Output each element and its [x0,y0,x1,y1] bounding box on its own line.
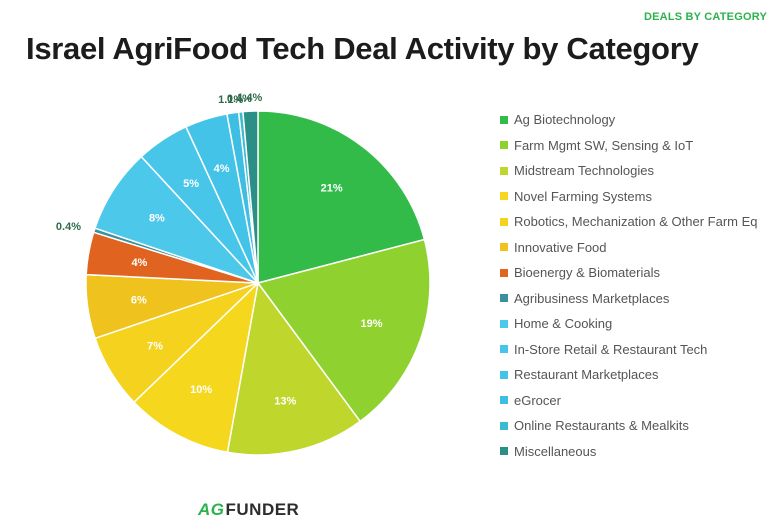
legend-swatch [500,294,508,303]
legend-label: Home & Cooking [514,316,613,332]
legend-label: Online Restaurants & Mealkits [514,418,689,434]
slice-label-robotics-mechanization-other-farm-eq: 7% [147,341,163,353]
pie-slice-midstream-technologies [226,281,362,456]
legend-item: eGrocer [500,388,758,414]
legend-swatch [500,192,508,201]
legend-item: In-Store Retail & Restaurant Tech [500,337,758,363]
slice-label-home-cooking: 8% [149,213,165,225]
slice-label-miscellaneous: 1.4% [237,92,262,104]
legend-label: Miscellaneous [514,443,597,459]
legend-swatch [500,421,508,430]
slice-label-midstream-technologies: 13% [274,395,296,407]
slice-label-ag-biotechnology: 21% [321,183,343,195]
chart-title: Israel AgriFood Tech Deal Activity by Ca… [26,31,699,66]
slice-label-restaurant-marketplaces: 4% [214,163,230,175]
section-badge: DEALS BY CATEGORY [644,11,767,23]
legend-swatch [500,447,508,456]
legend-item: Restaurant Marketplaces [500,362,758,388]
legend-swatch [500,243,508,252]
legend-label: Agribusiness Marketplaces [514,290,670,306]
pie-slice-farm-mgmt-sw-sensing-iot [256,238,431,423]
pie-slice-miscellaneous [242,110,259,284]
legend-swatch [500,217,508,226]
agfunder-logo-mark: AG [198,500,225,519]
slice-label-novel-farming-systems: 10% [190,384,212,396]
legend-swatch [500,370,508,379]
chart-legend: Ag Biotechnology Farm Mgmt SW, Sensing &… [500,107,758,464]
legend-item: Home & Cooking [500,311,758,337]
legend-label: Novel Farming Systems [514,188,652,204]
legend-swatch [500,115,508,124]
legend-item: Online Restaurants & Mealkits [500,413,758,439]
slice-label-bioenergy-biomaterials: 4% [131,257,147,269]
legend-item: Agribusiness Marketplaces [500,286,758,312]
legend-swatch [500,345,508,354]
pie-slice-novel-farming-systems [132,280,260,454]
slice-label-online-restaurants-mealkits: 0.4% [227,93,252,105]
legend-swatch [500,396,508,405]
legend-item: Ag Biotechnology [500,107,758,133]
legend-label: Midstream Technologies [514,163,654,179]
legend-label: Restaurant Marketplaces [514,367,659,383]
legend-item: Robotics, Mechanization & Other Farm Eq [500,209,758,235]
agfunder-logo: AGFUNDER [198,500,299,520]
legend-label: Robotics, Mechanization & Other Farm Eq [514,214,758,230]
legend-label: Ag Biotechnology [514,112,616,128]
legend-label: Innovative Food [514,239,607,255]
legend-item: Miscellaneous [500,439,758,465]
legend-item: Novel Farming Systems [500,184,758,210]
legend-swatch [500,141,508,150]
slice-label-egrocer: 1.1% [218,94,243,106]
legend-swatch [500,166,508,175]
slice-label-innovative-food: 6% [131,295,147,307]
legend-item: Farm Mgmt SW, Sensing & IoT [500,133,758,159]
legend-label: Bioenergy & Biomaterials [514,265,660,281]
legend-label: Farm Mgmt SW, Sensing & IoT [514,137,694,153]
legend-item: Innovative Food [500,235,758,261]
legend-label: eGrocer [514,392,561,408]
legend-swatch [500,268,508,277]
legend-label: In-Store Retail & Restaurant Tech [514,341,708,357]
legend-item: Midstream Technologies [500,158,758,184]
slice-label-in-store-retail-restaurant-tech: 5% [183,178,199,190]
pie-slice-ag-biotechnology [257,110,426,284]
legend-item: Bioenergy & Biomaterials [500,260,758,286]
slice-label-farm-mgmt-sw-sensing-iot: 19% [360,318,382,330]
agfunder-logo-text: FUNDER [225,500,300,519]
legend-swatch [500,319,508,328]
slice-label-agribusiness-marketplaces: 0.4% [56,221,81,233]
